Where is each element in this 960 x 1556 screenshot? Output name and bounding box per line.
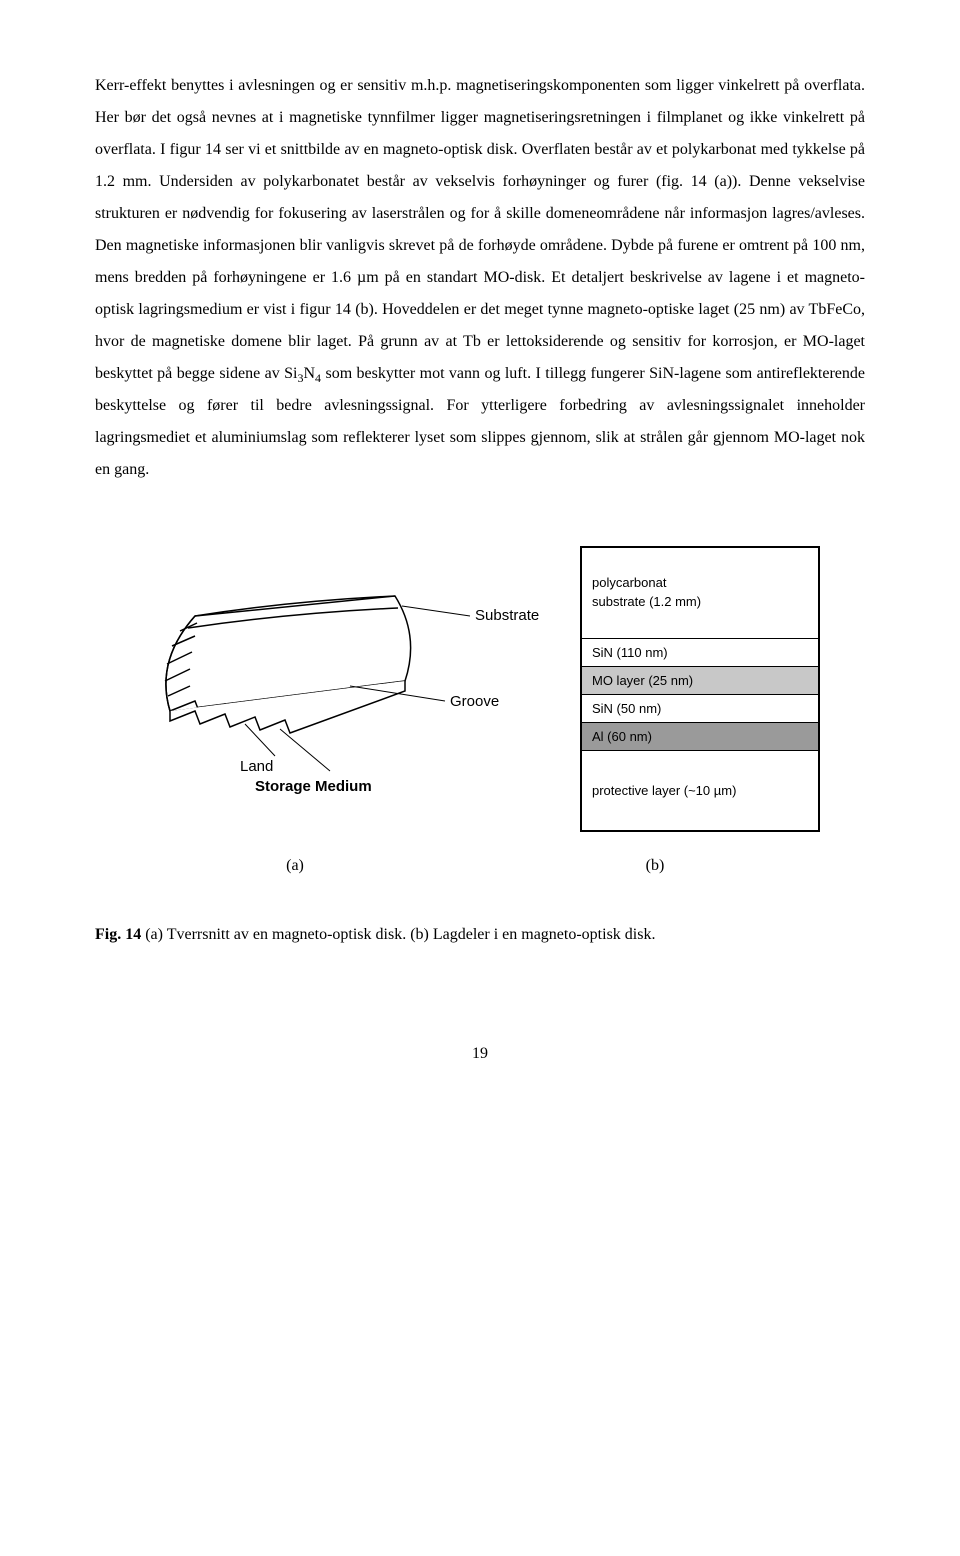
label-substrate: Substrate bbox=[475, 607, 539, 624]
label-groove: Groove bbox=[450, 693, 499, 710]
label-storage-medium: Storage Medium bbox=[255, 778, 372, 795]
layer-stack: polycarbonat substrate (1.2 mm) SiN (110… bbox=[580, 546, 820, 832]
subfigure-b: polycarbonat substrate (1.2 mm) SiN (110… bbox=[580, 546, 820, 832]
layer-pc-line1: polycarbonat bbox=[592, 575, 666, 590]
layer-polycarbonate: polycarbonat substrate (1.2 mm) bbox=[582, 548, 818, 638]
layer-sin-50: SiN (50 nm) bbox=[582, 694, 818, 722]
layer-al: Al (60 nm) bbox=[582, 722, 818, 750]
paragraph-part-1: Kerr-effekt benyttes i avlesningen og er… bbox=[95, 77, 865, 382]
paragraph-mid: N bbox=[303, 365, 315, 382]
subfigure-a: Substrate Groove Land Storage Medium bbox=[140, 546, 540, 808]
figure-caption: Fig. 14 (a) Tverrsnitt av en magneto-opt… bbox=[95, 922, 865, 948]
figure-14: Substrate Groove Land Storage Medium pol… bbox=[95, 546, 865, 832]
subfigure-labels: (a) (b) bbox=[95, 850, 865, 882]
body-paragraph: Kerr-effekt benyttes i avlesningen og er… bbox=[95, 70, 865, 486]
disk-crosssection-illustration: Substrate Groove Land Storage Medium bbox=[140, 546, 540, 796]
layer-mo: MO layer (25 nm) bbox=[582, 666, 818, 694]
label-land: Land bbox=[240, 758, 273, 775]
sublabel-a: (a) bbox=[95, 850, 495, 882]
caption-label: Fig. 14 bbox=[95, 926, 141, 943]
page-number: 19 bbox=[95, 1038, 865, 1070]
layer-pc-line2: substrate (1.2 mm) bbox=[592, 594, 701, 609]
sublabel-b: (b) bbox=[535, 850, 775, 882]
layer-sin-110: SiN (110 nm) bbox=[582, 638, 818, 666]
caption-text: (a) Tverrsnitt av en magneto-optisk disk… bbox=[141, 926, 655, 943]
layer-protective: protective layer (~10 µm) bbox=[582, 750, 818, 830]
